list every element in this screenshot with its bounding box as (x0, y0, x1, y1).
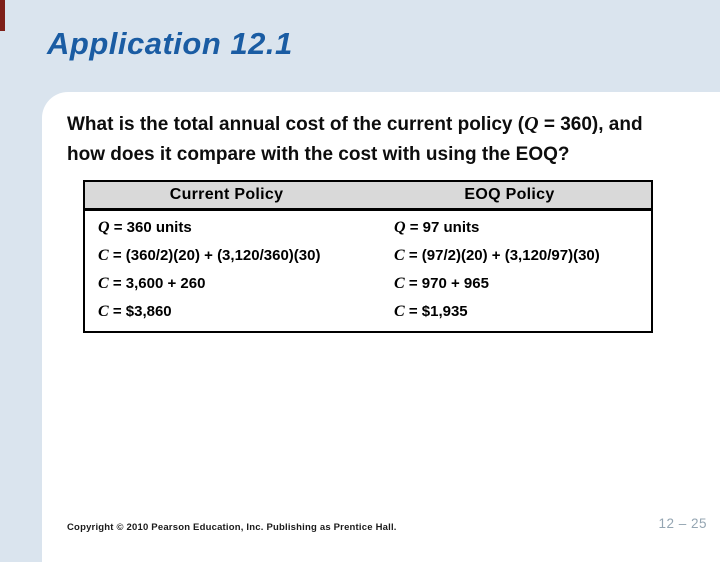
variable-c: C (394, 247, 405, 264)
cell-text: = 97 units (405, 219, 480, 236)
table-row: C = $3,860 C = $1,935 (85, 298, 651, 326)
cell-text: = (97/2)(20) + (3,120/97)(30) (404, 247, 600, 264)
variable-c: C (98, 303, 109, 320)
question-line-1: What is the total annual cost of the cur… (67, 110, 712, 140)
variable-q: Q (394, 219, 406, 236)
cell-text: = 3,600 + 260 (108, 275, 206, 292)
table-row: Q = 360 units Q = 97 units (85, 214, 651, 242)
corner-accent-bar (0, 0, 5, 31)
variable-c: C (98, 275, 109, 292)
table-body: Q = 360 units Q = 97 units C = (360/2)(2… (85, 211, 651, 331)
cell-current-formula: C = (360/2)(20) + (3,120/360)(30) (85, 247, 394, 265)
variable-c: C (98, 247, 109, 264)
question-text: What is the total annual cost of the cur… (67, 110, 712, 169)
cell-current-sum: C = 3,600 + 260 (85, 275, 394, 293)
cell-eoq-formula: C = (97/2)(20) + (3,120/97)(30) (394, 247, 651, 265)
table-row: C = 3,600 + 260 C = 970 + 965 (85, 270, 651, 298)
table-header-row: Current Policy EOQ Policy (85, 182, 651, 211)
question-line-2: how does it compare with the cost with u… (67, 143, 570, 165)
cell-text: = 970 + 965 (404, 275, 489, 292)
variable-c: C (394, 303, 405, 320)
cell-text: = $1,935 (404, 303, 468, 320)
cell-eoq-q: Q = 97 units (394, 219, 651, 237)
policy-comparison-table: Current Policy EOQ Policy Q = 360 units … (83, 180, 653, 333)
variable-q: Q (98, 219, 110, 236)
cell-text: = 360 units (109, 219, 192, 236)
question-line1-post: = 360), and (538, 114, 643, 135)
copyright-text: Copyright © 2010 Pearson Education, Inc.… (67, 522, 397, 533)
variable-c: C (394, 275, 405, 292)
table-row: C = (360/2)(20) + (3,120/360)(30) C = (9… (85, 242, 651, 270)
cell-eoq-sum: C = 970 + 965 (394, 275, 651, 293)
slide-title: Application 12.1 (47, 26, 293, 61)
cell-text: = $3,860 (108, 303, 172, 320)
cell-current-q: Q = 360 units (85, 219, 394, 237)
question-line1-pre: What is the total annual cost of the cur… (67, 114, 525, 135)
page-number: 12 – 25 (658, 516, 707, 531)
cell-eoq-total: C = $1,935 (394, 303, 651, 321)
cell-current-total: C = $3,860 (85, 303, 394, 321)
variable-q: Q (524, 113, 539, 135)
cell-text: = (360/2)(20) + (3,120/360)(30) (108, 247, 321, 264)
header-current-policy: Current Policy (169, 186, 284, 203)
header-eoq-policy: EOQ Policy (464, 186, 555, 203)
